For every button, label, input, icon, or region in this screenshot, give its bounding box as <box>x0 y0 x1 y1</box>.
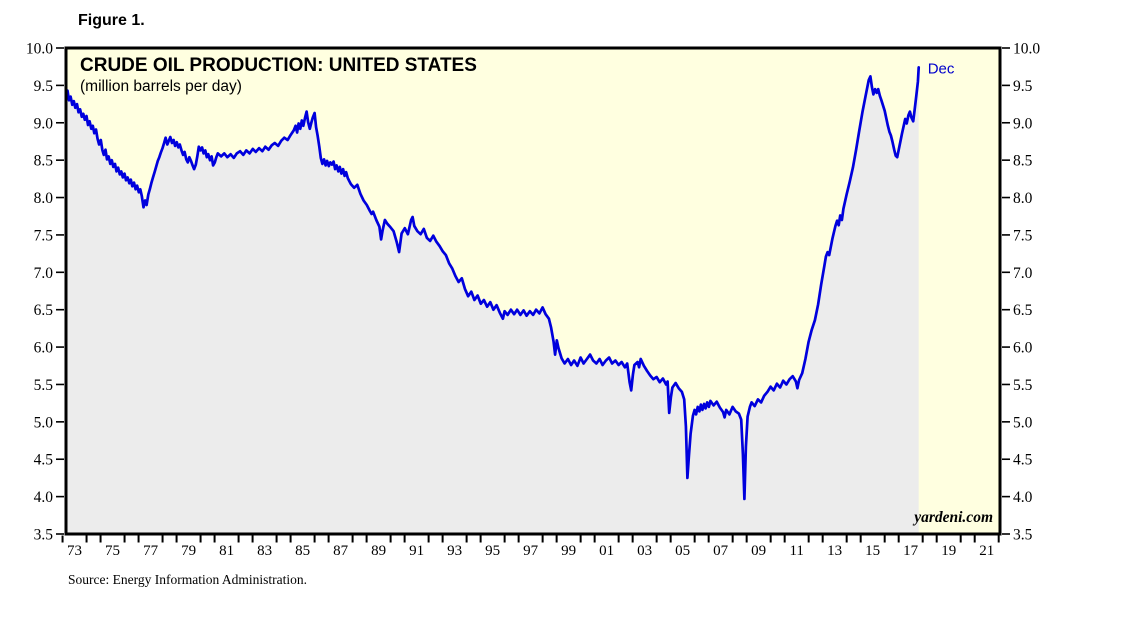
x-axis-tick-label: 95 <box>485 543 500 559</box>
y-axis-tick-label-left: 9.0 <box>34 115 54 132</box>
y-axis-tick-label-left: 8.5 <box>34 153 54 170</box>
area-under-line <box>66 67 919 535</box>
y-axis-tick-label-right: 6.5 <box>1013 302 1033 319</box>
watermark: yardeni.com <box>912 509 993 526</box>
axes: 10.0 10.0 9.5 9.5 9.0 9.0 8.5 8.5 8.0 8.0 7.5 7.5 7.… <box>26 41 1041 560</box>
y-axis-tick-label-left: 5.0 <box>34 414 54 431</box>
series-line-layer <box>64 66 921 501</box>
x-axis-tick-label: 91 <box>409 543 424 559</box>
y-axis-tick-label-left: 6.0 <box>34 340 54 357</box>
x-axis-tick-label: 73 <box>67 543 82 559</box>
x-axis-tick-label: 99 <box>561 543 576 559</box>
chart-title: CRUDE OIL PRODUCTION: UNITED STATES <box>80 55 477 76</box>
x-axis-tick-label: 11 <box>789 543 803 559</box>
y-axis-tick-label-left: 7.5 <box>34 227 54 244</box>
x-axis-tick-label: 75 <box>105 543 120 559</box>
x-axis-tick-label: 79 <box>181 543 196 559</box>
y-axis-tick-label-left: 9.5 <box>34 78 54 95</box>
y-axis-tick-label-right: 4.0 <box>1013 489 1033 506</box>
source-note: Source: Energy Information Administratio… <box>68 572 307 587</box>
x-axis-tick-label: 97 <box>523 543 539 559</box>
y-axis-tick-label-left: 3.5 <box>34 527 54 544</box>
y-axis-tick-label-right: 8.0 <box>1013 190 1033 207</box>
y-axis-tick-label-left: 6.5 <box>34 302 54 319</box>
area-fill-layer <box>66 67 919 535</box>
plot-border <box>64 46 1002 536</box>
x-axis-tick-label: 85 <box>295 543 310 559</box>
y-axis-tick-label-right: 4.5 <box>1013 452 1033 469</box>
y-axis-tick-label-right: 5.5 <box>1013 377 1033 394</box>
y-axis-tick-label-right: 7.5 <box>1013 227 1033 244</box>
x-axis-tick-label: 93 <box>447 543 462 559</box>
y-axis-tick-label-right: 10.0 <box>1013 41 1040 58</box>
x-axis-tick-label: 03 <box>637 543 652 559</box>
y-axis-tick-label-right: 9.0 <box>1013 115 1033 132</box>
x-axis-tick-label: 87 <box>333 543 349 559</box>
y-axis-tick-label-left: 8.0 <box>34 190 54 207</box>
y-axis-tick-label-left: 7.0 <box>34 265 54 282</box>
y-axis-tick-label-right: 7.0 <box>1013 265 1033 282</box>
x-axis-tick-label: 19 <box>941 543 956 559</box>
y-axis-tick-label-left: 4.5 <box>34 452 54 469</box>
y-axis-tick-label-right: 3.5 <box>1013 527 1033 544</box>
y-axis-tick-label-right: 5.0 <box>1013 414 1033 431</box>
x-axis-tick-label: 89 <box>371 543 386 559</box>
production-line <box>64 66 921 501</box>
y-axis-tick-label-right: 9.5 <box>1013 78 1033 95</box>
x-axis-tick-label: 21 <box>979 543 994 559</box>
x-axis-tick-label: 07 <box>713 543 729 559</box>
y-axis-tick-label-right: 6.0 <box>1013 340 1033 357</box>
y-axis-tick-label-left: 5.5 <box>34 377 54 394</box>
figure-label: Figure 1. <box>78 12 145 29</box>
x-axis-tick-label: 83 <box>257 543 272 559</box>
x-axis-tick-label: 01 <box>599 543 614 559</box>
x-axis-tick-label: 13 <box>827 543 842 559</box>
y-axis-tick-label-left: 10.0 <box>26 41 53 58</box>
x-axis-tick-label: 17 <box>903 543 919 559</box>
last-point-label: Dec <box>928 60 955 77</box>
y-axis-tick-label-right: 8.5 <box>1013 153 1033 170</box>
x-axis-tick-label: 05 <box>675 543 690 559</box>
chart-subtitle: (million barrels per day) <box>80 78 242 95</box>
y-axis-tick-label-left: 4.0 <box>34 489 54 506</box>
x-axis-tick-label: 09 <box>751 543 766 559</box>
x-axis-tick-label: 81 <box>219 543 234 559</box>
x-axis-tick-label: 15 <box>865 543 880 559</box>
x-axis-tick-label: 77 <box>143 543 159 559</box>
